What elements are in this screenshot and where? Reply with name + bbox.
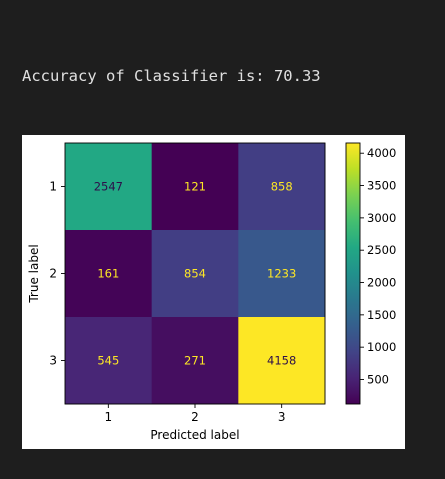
colorbar-tick-label-1000: 1000 xyxy=(367,340,396,354)
colorbar-tick-label-500: 500 xyxy=(367,372,389,386)
colorbar-tick-label-1500: 1500 xyxy=(367,308,396,322)
cell-value-r2-c2: 854 xyxy=(184,267,206,281)
cell-value-r2-c1: 161 xyxy=(97,267,119,281)
x-tick-label-1: 1 xyxy=(105,410,113,424)
colorbar-tick-label-4000: 4000 xyxy=(367,146,396,160)
x-tick-label-3: 3 xyxy=(278,410,286,424)
confusion-matrix-figure: 2547 121 858 161 854 1233 545 271 4158 1 2 3 1 2 3 Pre… xyxy=(22,135,405,449)
x-tick-label-2: 2 xyxy=(191,410,199,424)
confusion-matrix-chart: 2547 121 858 161 854 1233 545 271 4158 1 2 3 1 2 3 Pre… xyxy=(22,135,405,449)
colorbar-gradient xyxy=(346,143,360,404)
cell-value-r1-c3: 858 xyxy=(271,180,293,194)
y-tick-label-3: 3 xyxy=(49,354,57,368)
colorbar: 500 1000 1500 2000 2500 3000 3500 4000 xyxy=(346,143,396,404)
colorbar-tick-label-3500: 3500 xyxy=(367,179,396,193)
y-tick-label-2: 2 xyxy=(49,267,57,281)
cell-value-r3-c2: 271 xyxy=(184,354,206,368)
y-axis-label: True label xyxy=(27,244,41,303)
cell-value-r1-c1: 2547 xyxy=(94,180,123,194)
cell-value-r2-c3: 1233 xyxy=(267,267,296,281)
colorbar-tick-label-3000: 3000 xyxy=(367,211,396,225)
cell-value-r1-c2: 121 xyxy=(184,180,206,194)
y-tick-label-1: 1 xyxy=(49,180,57,194)
cell-value-r3-c3: 4158 xyxy=(267,354,296,368)
cell-value-r3-c1: 545 xyxy=(97,354,119,368)
colorbar-tick-label-2500: 2500 xyxy=(367,243,396,257)
colorbar-tick-label-2000: 2000 xyxy=(367,276,396,290)
accuracy-line: Accuracy of Classifier is: 70.33 xyxy=(22,63,321,90)
x-axis-label: Predicted label xyxy=(150,428,239,442)
